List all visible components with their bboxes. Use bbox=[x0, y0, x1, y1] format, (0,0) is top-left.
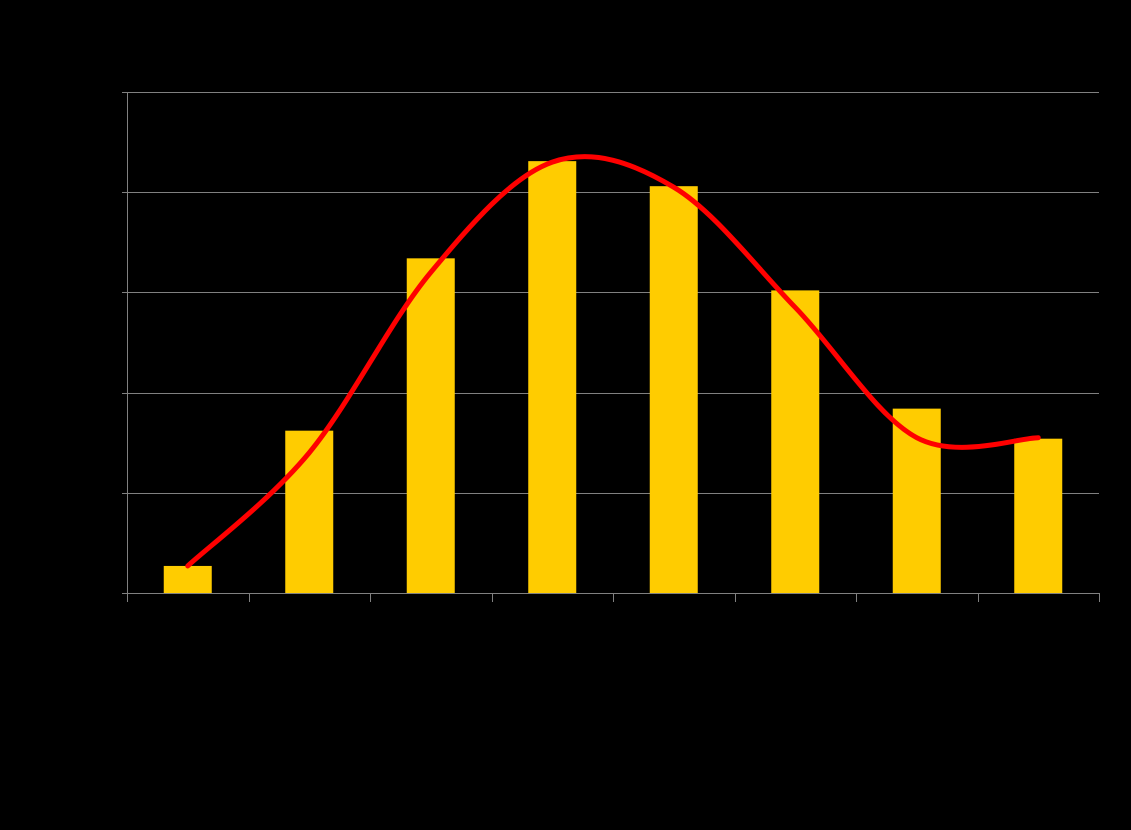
gridlines bbox=[127, 92, 1099, 494]
trendline bbox=[185, 154, 1041, 569]
bar-6 bbox=[771, 290, 820, 593]
bar-5 bbox=[649, 186, 698, 594]
trendline-layer bbox=[185, 154, 1041, 569]
bar-1 bbox=[163, 565, 212, 593]
bars bbox=[163, 161, 1063, 594]
bar-2 bbox=[285, 430, 334, 593]
axes bbox=[122, 92, 1100, 602]
bar-3 bbox=[406, 258, 455, 593]
bar-4 bbox=[528, 161, 577, 593]
bar-8 bbox=[1014, 438, 1063, 593]
